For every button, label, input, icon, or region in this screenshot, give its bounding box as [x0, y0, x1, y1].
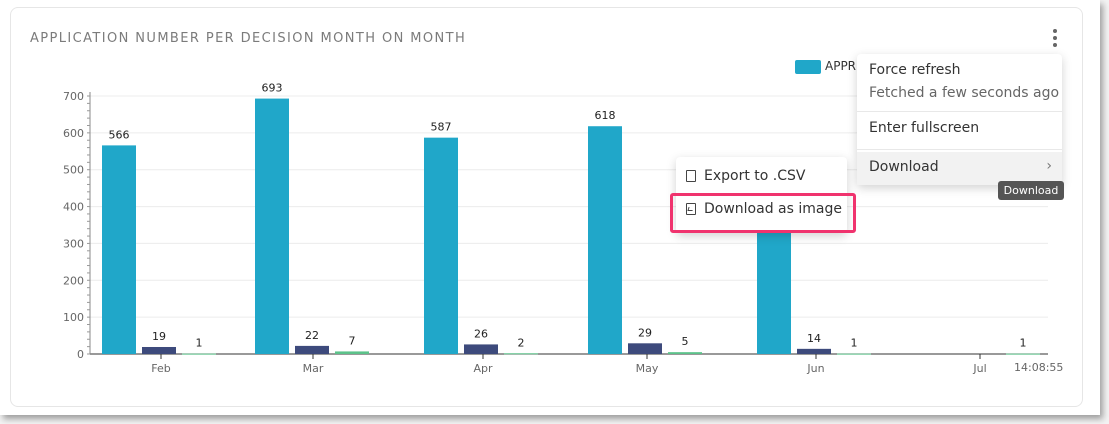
- data-label: 7: [349, 334, 356, 347]
- file-icon: [686, 170, 696, 182]
- bar: [142, 346, 176, 354]
- export-csv-item[interactable]: Export to .CSV: [686, 168, 805, 184]
- bar: [1006, 353, 1040, 355]
- bar: [797, 348, 831, 354]
- x-tick-label: Mar: [303, 362, 324, 375]
- x-tick-label: Jun: [806, 362, 824, 375]
- bar: [255, 98, 289, 354]
- download-submenu: Export to .CSV Download as image: [676, 157, 847, 233]
- export-csv-label: Export to .CSV: [704, 168, 806, 184]
- bar: [464, 344, 498, 354]
- timestamp-label: 14:08:55: [1014, 361, 1064, 374]
- data-label: 566: [109, 128, 130, 141]
- image-file-icon: [686, 203, 696, 215]
- x-tick-label: May: [636, 362, 659, 375]
- bar: [102, 145, 136, 354]
- y-tick-label: 700: [63, 90, 84, 103]
- kebab-icon[interactable]: [1047, 27, 1063, 49]
- bar: [504, 353, 538, 355]
- enter-fullscreen-item[interactable]: Enter fullscreen: [869, 120, 980, 136]
- download-image-label: Download as image: [704, 201, 842, 217]
- data-label: 26: [474, 327, 488, 340]
- data-label: 1: [851, 337, 858, 350]
- data-label: 693: [262, 82, 283, 95]
- bar: [668, 352, 702, 354]
- data-label: 14: [807, 332, 821, 345]
- y-tick-label: 300: [63, 237, 84, 250]
- data-label: 2: [518, 336, 525, 349]
- legend-swatch[interactable]: [795, 60, 821, 74]
- fetched-status: Fetched a few seconds ago: [869, 85, 1060, 101]
- legend-label[interactable]: APPR: [825, 59, 857, 73]
- y-tick-label: 100: [63, 311, 84, 324]
- bar: [628, 343, 662, 354]
- download-submenu-item[interactable]: Download ›: [857, 152, 1062, 185]
- download-label: Download: [869, 159, 939, 175]
- bar: [424, 137, 458, 354]
- bar: [182, 353, 216, 355]
- force-refresh-item[interactable]: Force refresh: [869, 62, 961, 78]
- chevron-right-icon: ›: [1046, 158, 1052, 174]
- y-tick-label: 0: [77, 348, 84, 361]
- chart-title: APPLICATION NUMBER PER DECISION MONTH ON…: [30, 31, 467, 46]
- x-tick-label: Feb: [151, 362, 170, 375]
- bar: [335, 351, 369, 354]
- data-label: 1: [196, 337, 203, 350]
- bar: [295, 345, 329, 354]
- data-label: 29: [638, 326, 652, 339]
- download-tooltip: Download: [998, 181, 1064, 200]
- data-label: 22: [305, 329, 319, 342]
- x-tick-label: Apr: [473, 362, 493, 375]
- data-label: 19: [152, 330, 166, 343]
- download-image-item[interactable]: Download as image: [686, 201, 842, 217]
- y-tick-label: 200: [63, 274, 84, 287]
- data-label: 587: [431, 121, 452, 134]
- data-label: 1: [1020, 337, 1027, 350]
- x-tick-label: Jul: [972, 362, 986, 375]
- menu-divider: [857, 149, 1062, 150]
- y-tick-label: 400: [63, 201, 84, 214]
- y-tick-label: 600: [63, 127, 84, 140]
- bar: [757, 226, 791, 354]
- data-label: 5: [682, 335, 689, 348]
- menu-divider: [857, 111, 1062, 112]
- bar: [837, 353, 871, 355]
- y-tick-label: 500: [63, 164, 84, 177]
- chart-options-menu: Force refresh Fetched a few seconds ago …: [857, 54, 1062, 185]
- bar: [588, 126, 622, 354]
- data-label: 618: [595, 109, 616, 122]
